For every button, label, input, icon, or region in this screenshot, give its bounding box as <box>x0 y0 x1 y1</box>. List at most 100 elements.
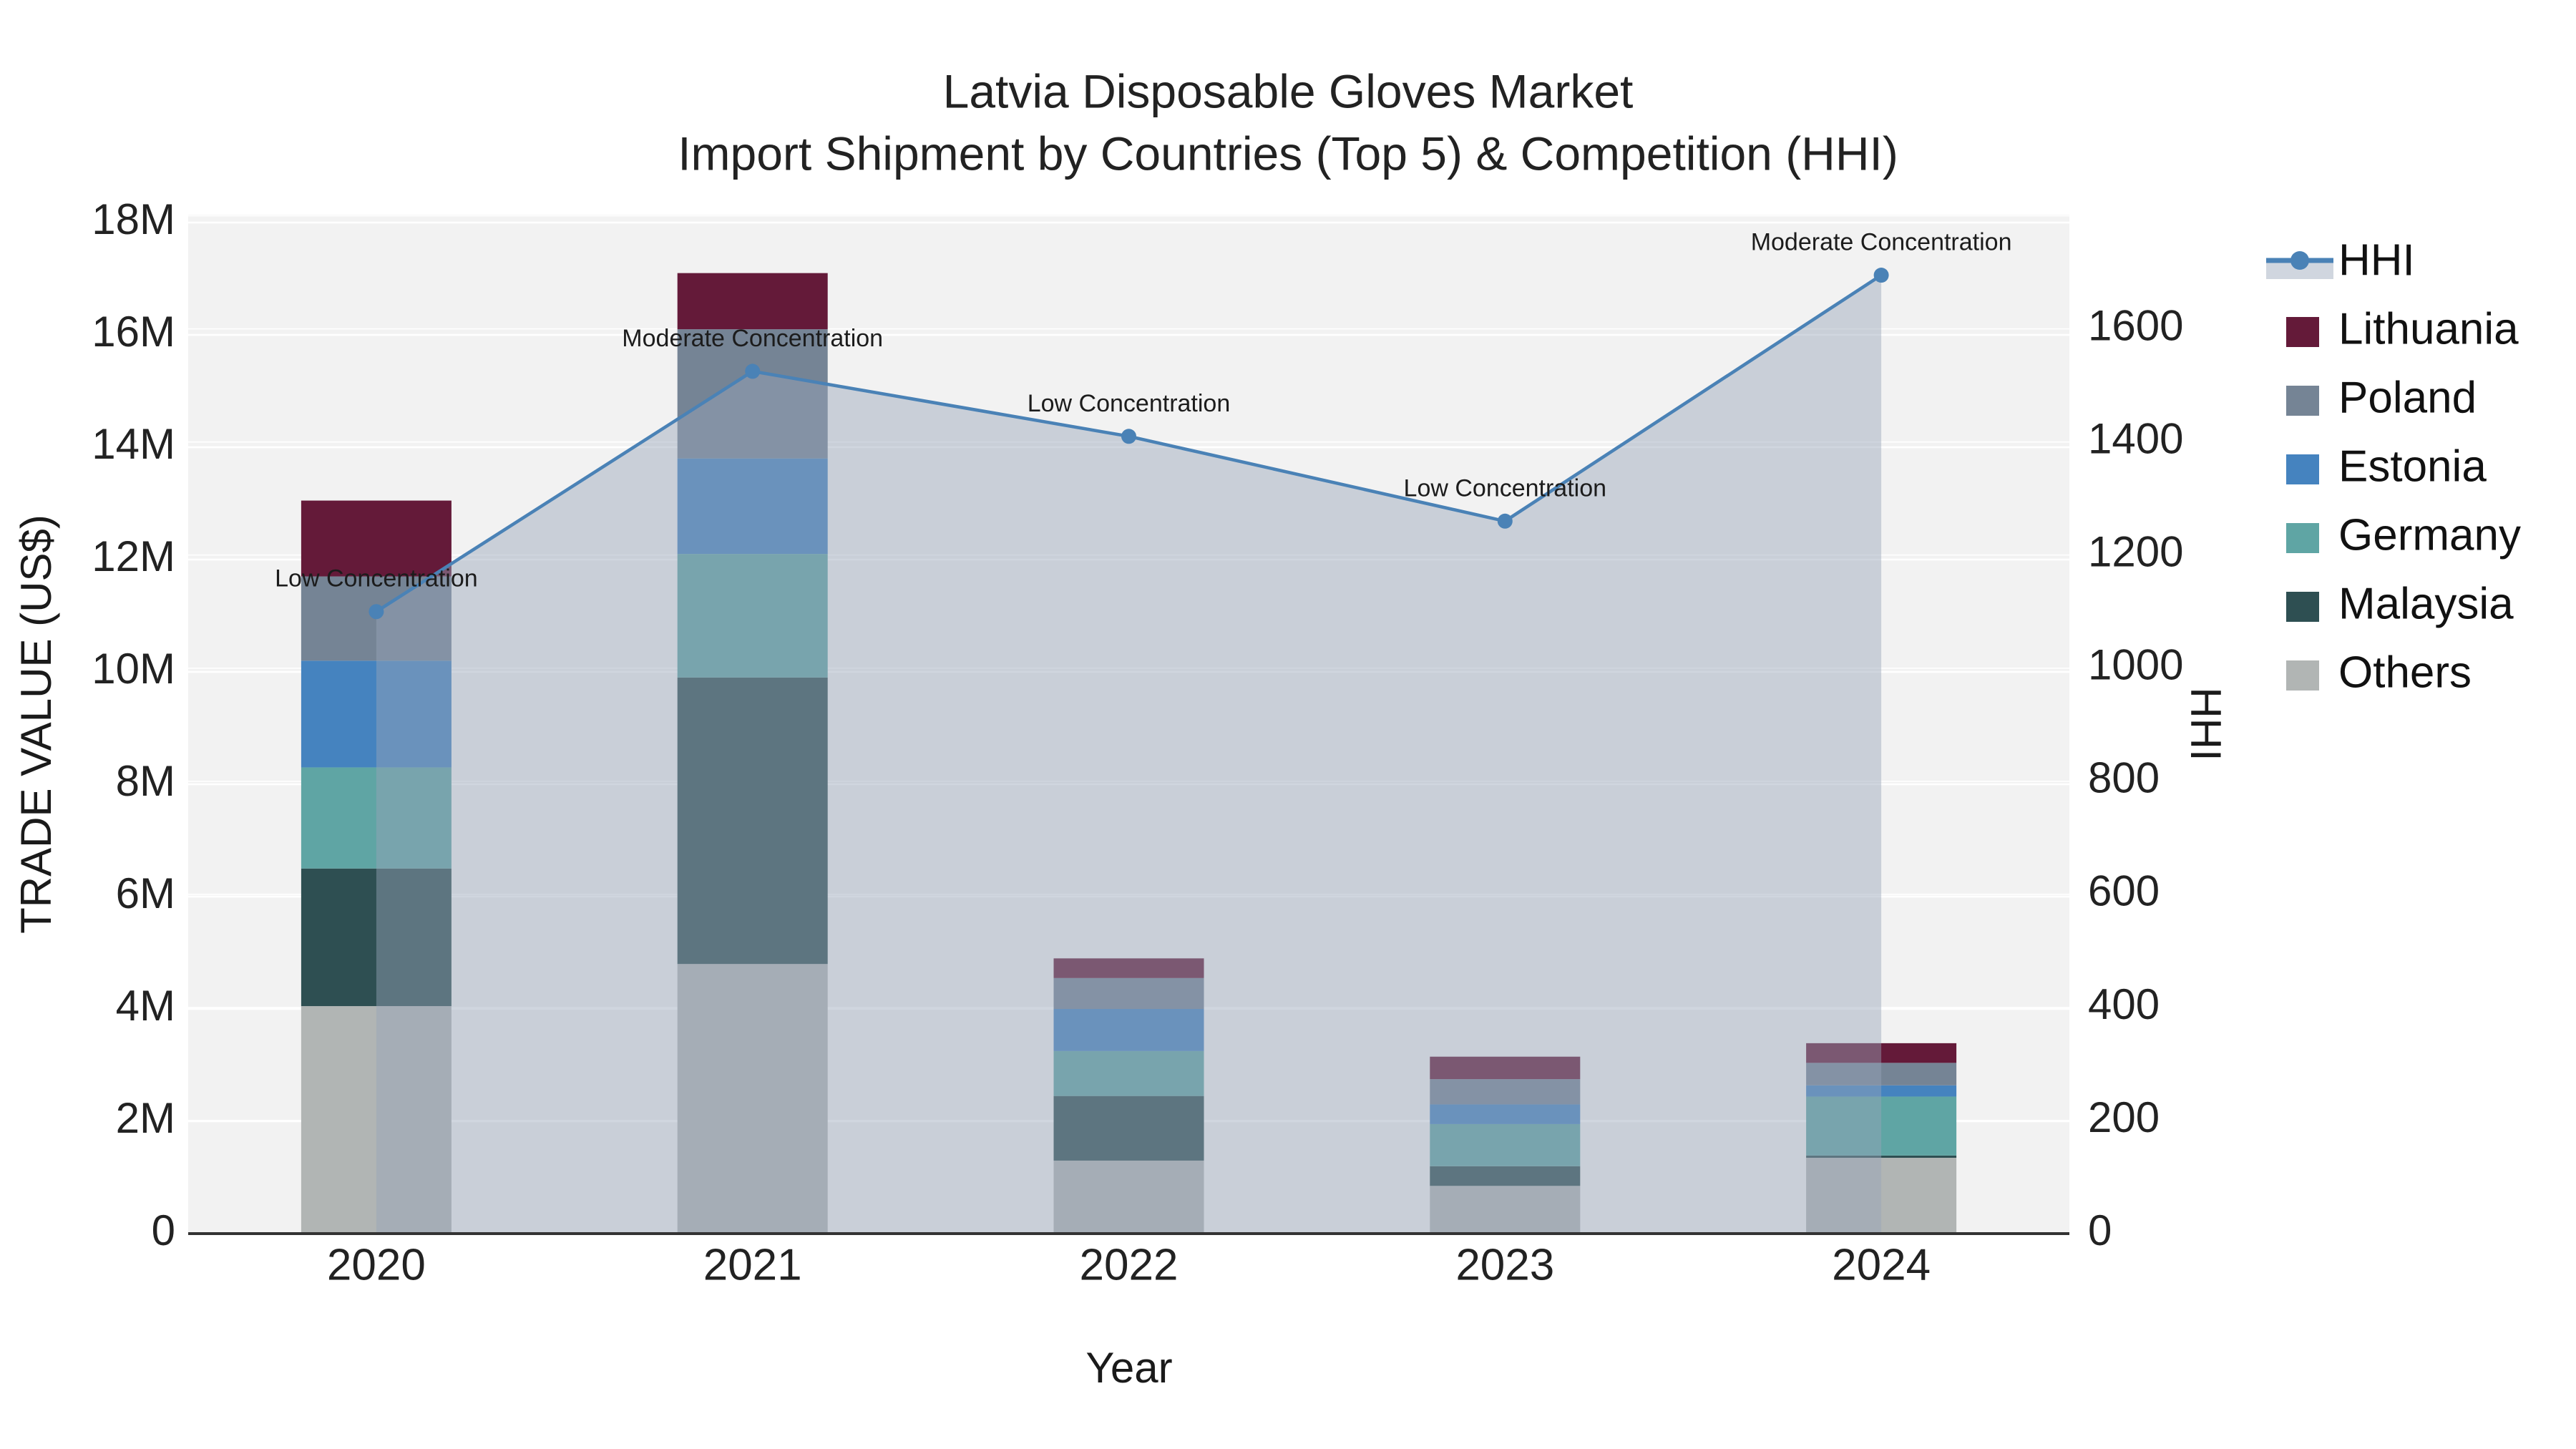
bar-segment-malaysia-2021[interactable] <box>677 677 828 965</box>
bar-segment-poland-2021[interactable] <box>677 329 828 459</box>
bar-segment-germany-2023[interactable] <box>1430 1123 1581 1166</box>
bar-segment-poland-2023[interactable] <box>1430 1079 1581 1105</box>
legend-item-hhi[interactable]: HHI <box>2266 235 2415 285</box>
left-tick-18M: 18M <box>92 195 175 243</box>
hhi-marker-2020[interactable] <box>369 604 384 620</box>
right-tick-800: 800 <box>2088 754 2160 802</box>
bar-segment-malaysia-2024[interactable] <box>1806 1155 1957 1158</box>
bar-segment-others-2020[interactable] <box>301 1006 452 1234</box>
bar-segment-estonia-2024[interactable] <box>1806 1085 1957 1097</box>
legend-label-estonia: Estonia <box>2338 441 2487 491</box>
left-axis-tick-labels: 0 2M 4M 6M 8M 10M 12M 14M 16M 18M <box>92 195 175 1254</box>
bar-segment-germany-2020[interactable] <box>301 767 452 869</box>
bar-segment-poland-2024[interactable] <box>1806 1063 1957 1085</box>
hhi-area-polygon <box>376 275 1882 1234</box>
right-tick-400: 400 <box>2088 980 2160 1028</box>
legend-item-malaysia[interactable]: Malaysia <box>2286 579 2514 628</box>
right-tick-1000: 1000 <box>2088 641 2183 689</box>
bar-segment-others-2022[interactable] <box>1053 1160 1204 1234</box>
left-tick-4M: 4M <box>116 982 175 1030</box>
concentration-annotations: Low Concentration Moderate Concentration L… <box>275 229 2011 592</box>
legend-swatch-germany <box>2286 523 2319 553</box>
bar-segment-others-2021[interactable] <box>677 964 828 1234</box>
left-tick-2M: 2M <box>116 1094 175 1142</box>
stacked-bars <box>301 273 1957 1234</box>
bar-segment-lithuania-2021[interactable] <box>677 273 828 330</box>
legend-item-germany[interactable]: Germany <box>2286 510 2521 560</box>
right-tick-1400: 1400 <box>2088 415 2183 463</box>
bar-segment-malaysia-2023[interactable] <box>1430 1166 1581 1186</box>
chart-title-line2: Import Shipment by Countries (Top 5) & C… <box>678 127 1898 180</box>
left-tick-16M: 16M <box>92 308 175 356</box>
annotation-2023: Low Concentration <box>1404 474 1607 502</box>
legend-label-germany: Germany <box>2338 510 2521 560</box>
left-tick-0: 0 <box>152 1206 175 1254</box>
bar-segment-others-2023[interactable] <box>1430 1186 1581 1234</box>
x-tick-2023[interactable]: 2023 <box>1455 1240 1554 1289</box>
bar-segment-germany-2021[interactable] <box>677 554 828 678</box>
legend-swatch-others <box>2286 660 2319 691</box>
legend-swatch-estonia <box>2286 454 2319 484</box>
left-tick-12M: 12M <box>92 532 175 580</box>
hhi-marker-2024[interactable] <box>1873 268 1889 283</box>
legend-hhi-marker-swatch <box>2290 251 2309 270</box>
right-tick-600: 600 <box>2088 867 2160 915</box>
hhi-area-fill <box>376 275 1882 1234</box>
bar-segment-malaysia-2020[interactable] <box>301 868 452 1007</box>
bar-segment-poland-2022[interactable] <box>1053 977 1204 1009</box>
x-tick-2024[interactable]: 2024 <box>1832 1240 1931 1289</box>
bar-segment-estonia-2020[interactable] <box>301 660 452 768</box>
hhi-markers <box>369 268 1889 620</box>
left-axis-title: TRADE VALUE (US$) <box>12 514 60 934</box>
legend-label-hhi: HHI <box>2338 235 2415 285</box>
x-tick-2020[interactable]: 2020 <box>327 1240 426 1289</box>
bar-segment-lithuania-2024[interactable] <box>1806 1043 1957 1063</box>
bar-segment-estonia-2023[interactable] <box>1430 1104 1581 1124</box>
right-tick-0: 0 <box>2088 1206 2112 1254</box>
right-tick-1600: 1600 <box>2088 301 2183 349</box>
annotation-2022: Low Concentration <box>1028 390 1231 417</box>
legend-label-malaysia: Malaysia <box>2338 579 2514 628</box>
left-tick-8M: 8M <box>116 757 175 805</box>
right-tick-1200: 1200 <box>2088 528 2183 576</box>
legend-swatch-poland <box>2286 386 2319 416</box>
bar-segment-others-2024[interactable] <box>1806 1158 1957 1234</box>
x-axis-tick-labels: 2020 2021 2022 2023 2024 <box>327 1240 1931 1289</box>
left-tick-10M: 10M <box>92 645 175 693</box>
right-tick-200: 200 <box>2088 1093 2160 1141</box>
bar-segment-lithuania-2020[interactable] <box>301 500 452 577</box>
bar-segment-germany-2024[interactable] <box>1806 1096 1957 1156</box>
legend-label-others: Others <box>2338 648 2472 697</box>
bar-segment-estonia-2022[interactable] <box>1053 1008 1204 1051</box>
right-axis-title: HHI <box>2182 687 2230 761</box>
chart-title-line1: Latvia Disposable Gloves Market <box>943 64 1634 117</box>
x-tick-2021[interactable]: 2021 <box>703 1240 802 1289</box>
legend-swatch-lithuania <box>2286 317 2319 347</box>
right-axis-tick-labels: 0 200 400 600 800 1000 1200 1400 1600 <box>2088 301 2183 1254</box>
left-tick-14M: 14M <box>92 420 175 468</box>
legend-label-lithuania: Lithuania <box>2338 304 2519 353</box>
hhi-marker-2021[interactable] <box>745 364 761 379</box>
bar-segment-lithuania-2022[interactable] <box>1053 958 1204 978</box>
legend: HHI Lithuania Poland Estonia Germany Malaysia… <box>2266 235 2521 697</box>
x-tick-2022[interactable]: 2022 <box>1080 1240 1179 1289</box>
bar-segment-estonia-2021[interactable] <box>677 458 828 555</box>
x-axis-title: Year <box>1085 1344 1172 1392</box>
annotation-2021: Moderate Concentration <box>622 325 883 352</box>
hhi-marker-2023[interactable] <box>1497 513 1513 529</box>
legend-item-others[interactable]: Others <box>2286 648 2472 697</box>
legend-item-poland[interactable]: Poland <box>2286 373 2477 422</box>
legend-item-lithuania[interactable]: Lithuania <box>2286 304 2519 353</box>
bar-segment-germany-2022[interactable] <box>1053 1050 1204 1096</box>
hhi-marker-2022[interactable] <box>1121 429 1136 444</box>
annotation-2020: Low Concentration <box>275 565 478 592</box>
legend-label-poland: Poland <box>2338 373 2477 422</box>
annotation-2024: Moderate Concentration <box>1751 229 2012 256</box>
left-tick-6M: 6M <box>116 869 175 917</box>
bar-segment-malaysia-2022[interactable] <box>1053 1096 1204 1161</box>
bar-segment-lithuania-2023[interactable] <box>1430 1056 1581 1080</box>
legend-swatch-malaysia <box>2286 592 2319 622</box>
legend-item-estonia[interactable]: Estonia <box>2286 441 2487 491</box>
